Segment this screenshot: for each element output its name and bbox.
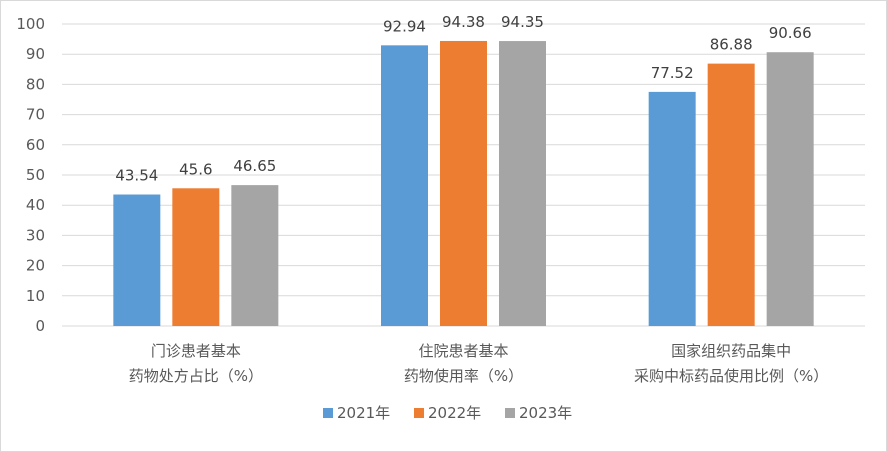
y-tick-label: 40 [26,196,45,214]
data-label: 77.52 [651,64,694,82]
x-category-label: 药物使用率（%） [404,367,523,385]
y-tick-label: 10 [26,287,45,305]
bar [172,188,220,326]
bar [231,185,279,326]
y-tick-label: 70 [26,106,45,124]
bar [499,41,546,327]
data-label: 94.38 [442,13,485,31]
bar [113,194,161,326]
legend-swatch [414,408,424,418]
y-tick-label: 30 [26,226,45,244]
y-tick-label: 0 [35,317,45,335]
y-tick-label: 100 [16,15,45,33]
data-label: 45.6 [179,160,212,178]
y-tick-label: 80 [26,75,45,93]
x-category-label: 药物处方占比（%） [129,367,263,385]
x-category-label: 国家组织药品集中 [671,342,791,360]
legend-swatch [505,408,515,418]
data-labels: 43.54 45.6 46.65 92.94 94.38 94.35 77.52 86.88 9… [115,13,811,185]
data-label: 92.94 [383,17,426,35]
x-category-label: 采购中标药品使用比例（%） [634,367,828,385]
legend: 2021年 2022年 2023年 [323,404,572,422]
bars [113,40,814,327]
y-tick-label: 60 [26,136,45,154]
y-tick-label: 20 [26,257,45,275]
y-tick-label: 90 [26,45,45,63]
bar [766,52,814,327]
legend-label: 2023年 [519,404,572,422]
y-axis-ticks: 0 10 20 30 40 50 60 70 80 90 100 [16,15,45,335]
legend-label: 2021年 [337,404,390,422]
legend-swatch [323,408,333,418]
data-label: 46.65 [233,157,276,175]
data-label: 43.54 [115,167,158,185]
legend-label: 2022年 [428,404,481,422]
data-label: 94.35 [501,13,544,31]
bar [648,91,696,326]
bar [707,63,755,326]
x-category-label: 门诊患者基本 [151,342,241,360]
y-tick-label: 50 [26,166,45,184]
bar [440,40,487,326]
x-category-label: 住院患者基本 [418,342,508,360]
data-label: 86.88 [710,36,753,54]
bar [381,45,428,327]
data-label: 90.66 [769,24,812,42]
